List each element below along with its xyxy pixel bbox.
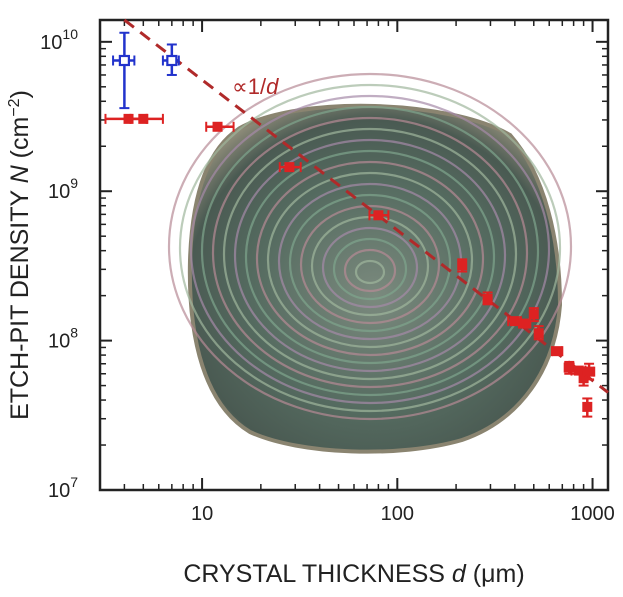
y-tick-label: 107 — [48, 474, 78, 502]
marker-open-square — [166, 54, 178, 67]
marker-filled-square — [138, 113, 149, 124]
interference-ring — [233, 138, 507, 373]
data-point — [533, 325, 544, 341]
interference-ring — [189, 94, 551, 405]
interference-ring — [244, 149, 496, 365]
y-axis-title: ETCH-PIT DENSITY N (cm−2) — [6, 90, 34, 420]
data-point — [582, 397, 593, 418]
data-point — [457, 258, 468, 273]
data-point — [517, 318, 532, 329]
interference-rings — [167, 72, 573, 421]
marker-filled-square — [212, 121, 223, 132]
data-points — [104, 31, 596, 418]
marker-filled-square — [533, 328, 544, 339]
data-point — [582, 362, 596, 381]
wafer-outline — [187, 103, 563, 454]
y-tick-label: 109 — [48, 175, 78, 203]
x-tick-label: 1000 — [570, 503, 615, 525]
interference-ring — [178, 83, 562, 413]
x-axis-title: CRYSTAL THICKNESS d (μm) — [183, 560, 524, 588]
interference-ring — [255, 160, 485, 357]
fit-line — [123, 18, 609, 394]
interference-ring — [321, 226, 419, 309]
data-point — [161, 43, 180, 76]
x-tick-label: 100 — [381, 503, 414, 525]
wafer-photo — [167, 72, 573, 454]
interference-ring — [211, 116, 529, 389]
interference-ring — [354, 259, 386, 285]
interference-ring — [266, 171, 474, 349]
marker-filled-square — [584, 366, 595, 377]
data-point — [482, 291, 493, 306]
y-tick-label: 1010 — [40, 26, 78, 54]
data-point — [528, 307, 539, 323]
marker-filled-square — [519, 318, 530, 329]
y-tick-label: 108 — [48, 325, 78, 353]
marker-filled-square — [482, 293, 493, 304]
marker-filled-square — [284, 162, 295, 173]
interference-ring — [222, 127, 518, 381]
interference-ring — [299, 204, 441, 325]
fit-line-group — [123, 18, 609, 394]
interference-ring — [167, 72, 573, 421]
marker-filled-square — [373, 210, 384, 221]
data-point — [563, 360, 575, 375]
fit-annotation: ∝1/d — [232, 74, 279, 99]
marker-open-square — [118, 54, 130, 67]
x-tick-label: 10 — [191, 503, 213, 525]
marker-filled-square — [457, 260, 468, 271]
data-point — [112, 31, 136, 110]
marker-filled-square — [582, 401, 593, 412]
interference-ring — [288, 193, 452, 333]
data-point — [368, 210, 390, 221]
axis-ticks: 10 100 1000 107 108 109 1010 — [40, 20, 615, 525]
marker-filled-square — [552, 346, 563, 357]
interference-ring — [343, 248, 397, 293]
data-point — [205, 121, 235, 132]
data-point — [551, 346, 564, 357]
data-point — [278, 162, 302, 173]
interference-ring — [332, 237, 408, 301]
interference-ring — [200, 105, 540, 397]
marker-filled-square — [528, 309, 539, 320]
data-point — [129, 113, 164, 124]
